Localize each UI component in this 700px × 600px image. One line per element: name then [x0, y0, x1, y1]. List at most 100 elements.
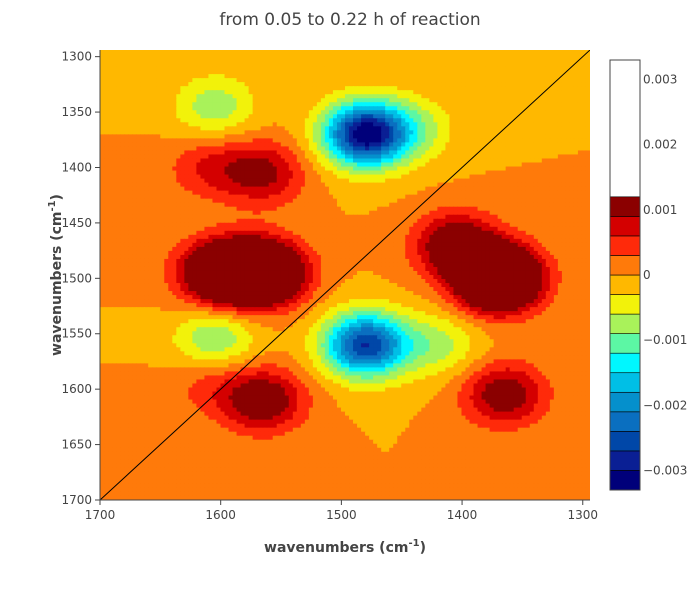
contour-cell: [144, 114, 149, 119]
contour-cell: [300, 102, 306, 107]
contour-cell: [236, 210, 242, 216]
contour-cell: [144, 82, 149, 87]
contour-cell: [320, 186, 326, 192]
contour-cell: [176, 186, 181, 192]
contour-cell: [465, 98, 471, 103]
contour-cell: [505, 102, 511, 107]
contour-cell: [296, 134, 302, 139]
contour-cell: [152, 78, 157, 83]
contour-cell: [328, 66, 334, 71]
contour-cell: [417, 190, 422, 196]
contour-cell: [389, 74, 394, 79]
contour-cell: [208, 162, 214, 168]
contour-cell: [276, 50, 282, 55]
contour-cell: [421, 70, 426, 75]
contour-cell: [397, 66, 402, 71]
contour-cell: [529, 114, 535, 119]
contour-cell: [188, 90, 193, 95]
contour-cell: [509, 162, 515, 168]
contour-cell: [361, 90, 366, 95]
contour-cell: [156, 86, 161, 91]
contour-cell: [385, 170, 390, 176]
contour-cell: [136, 122, 141, 127]
contour-cell: [292, 118, 298, 123]
contour-cell: [180, 98, 185, 103]
contour-cell: [272, 154, 278, 160]
contour-cell: [553, 118, 559, 123]
contour-cell: [124, 106, 129, 111]
contour-cell: [124, 166, 129, 172]
contour-cell: [140, 90, 145, 95]
contour-cell: [120, 146, 125, 152]
contour-cell: [100, 206, 105, 212]
contour-cell: [549, 54, 555, 59]
contour-cell: [240, 74, 246, 79]
contour-cell: [577, 118, 583, 123]
contour-cell: [553, 70, 559, 75]
contour-cell: [316, 190, 322, 196]
contour-cell: [449, 58, 455, 63]
contour-cell: [140, 142, 145, 148]
contour-cell: [525, 182, 531, 188]
contour-cell: [389, 134, 394, 139]
contour-cell: [437, 86, 442, 91]
contour-cell: [549, 154, 555, 160]
contour-cell: [228, 90, 234, 95]
contour-cell: [441, 118, 447, 123]
contour-cell: [136, 134, 141, 139]
contour-cell: [296, 206, 302, 212]
contour-cell: [425, 202, 430, 208]
contour-cell: [389, 58, 394, 63]
contour-cell: [513, 182, 519, 188]
contour-cell: [409, 118, 414, 123]
contour-cell: [533, 74, 539, 79]
contour-cell: [100, 138, 105, 144]
contour-cell: [320, 134, 326, 139]
contour-cell: [132, 194, 137, 200]
contour-cell: [557, 78, 563, 83]
contour-cell: [312, 178, 318, 184]
contour-cell: [316, 54, 322, 59]
contour-cell: [377, 166, 382, 172]
contour-cell: [565, 206, 571, 212]
contour-cell: [581, 190, 587, 196]
contour-cell: [345, 90, 350, 95]
contour-cell: [549, 106, 555, 111]
contour-cell: [168, 158, 173, 164]
contour-cell: [489, 122, 495, 127]
contour-cell: [184, 154, 189, 160]
contour-cell: [160, 194, 165, 200]
contour-cell: [437, 130, 442, 135]
contour-cell: [429, 158, 434, 164]
contour-cell: [537, 90, 543, 95]
contour-cell: [365, 102, 370, 107]
contour-cell: [100, 190, 105, 196]
contour-cell: [216, 190, 222, 196]
contour-cell: [533, 98, 539, 103]
contour-cell: [445, 114, 451, 119]
contour-cell: [284, 74, 290, 79]
contour-cell: [541, 126, 547, 131]
contour-cell: [280, 118, 286, 123]
contour-cell: [268, 166, 274, 172]
contour-cell: [308, 198, 314, 204]
contour-cell: [292, 66, 298, 71]
contour-cell: [148, 162, 153, 168]
contour-cell: [300, 142, 306, 148]
contour-cell: [328, 150, 334, 156]
contour-cell: [461, 158, 467, 164]
contour-cell: [573, 98, 579, 103]
contour-cell: [513, 162, 519, 168]
contour-cell: [324, 182, 330, 188]
contour-cell: [152, 58, 157, 63]
contour-cell: [565, 106, 571, 111]
contour-cell: [545, 126, 551, 131]
contour-cell: [425, 74, 430, 79]
contour-cell: [501, 118, 507, 123]
contour-cell: [565, 90, 571, 95]
contour-cell: [284, 158, 290, 164]
contour-cell: [260, 158, 266, 164]
contour-cell: [260, 194, 266, 200]
contour-cell: [252, 166, 258, 172]
contour-cell: [417, 202, 422, 208]
